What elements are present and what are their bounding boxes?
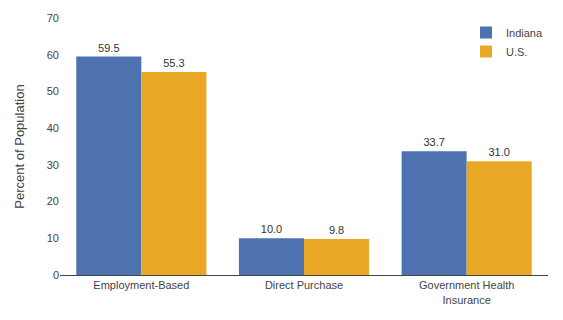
svg-text:U.S.: U.S. — [506, 46, 527, 58]
svg-text:0: 0 — [53, 269, 59, 281]
svg-text:Direct Purchase: Direct Purchase — [265, 279, 343, 291]
svg-text:Indiana: Indiana — [506, 27, 543, 39]
svg-text:9.8: 9.8 — [329, 224, 344, 236]
svg-text:Employment-Based: Employment-Based — [93, 279, 189, 291]
svg-text:55.3: 55.3 — [163, 57, 184, 69]
svg-text:30: 30 — [47, 159, 59, 171]
svg-text:59.5: 59.5 — [98, 42, 119, 54]
svg-text:31.0: 31.0 — [488, 146, 509, 158]
svg-text:Government HealthInsurance: Government HealthInsurance — [419, 279, 514, 305]
svg-text:40: 40 — [47, 122, 59, 134]
svg-text:Percent of Population: Percent of Population — [12, 84, 27, 208]
svg-text:70: 70 — [47, 12, 59, 24]
svg-text:33.7: 33.7 — [423, 136, 444, 148]
svg-text:20: 20 — [47, 195, 59, 207]
svg-text:60: 60 — [47, 49, 59, 61]
svg-text:10.0: 10.0 — [261, 223, 282, 235]
svg-text:50: 50 — [47, 85, 59, 97]
svg-text:10: 10 — [47, 232, 59, 244]
